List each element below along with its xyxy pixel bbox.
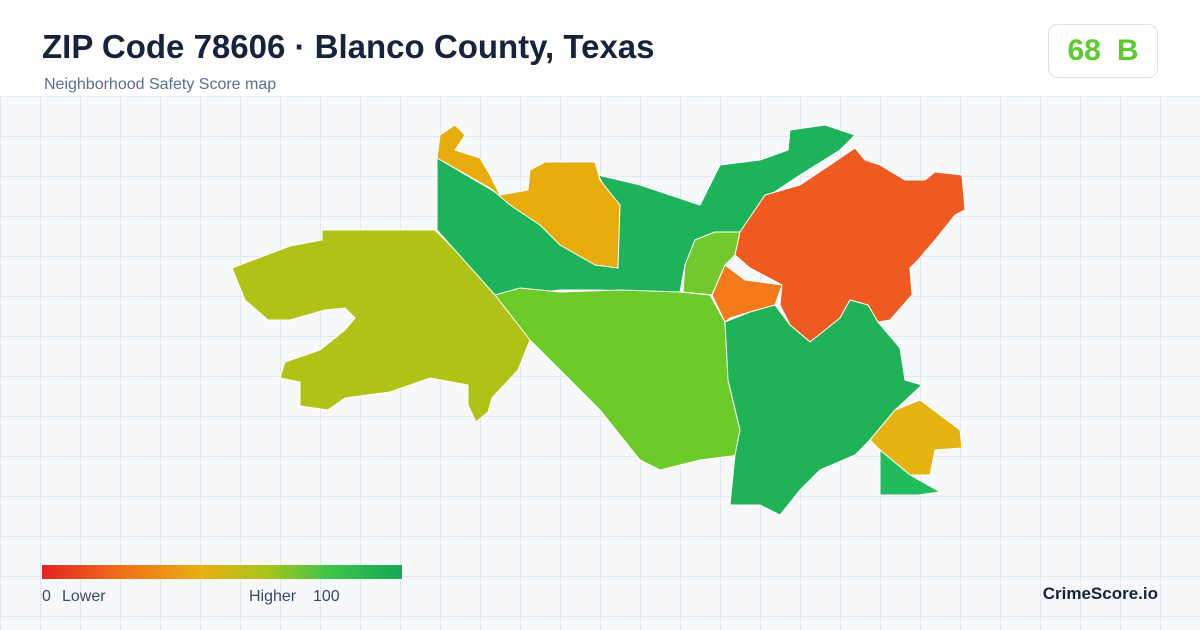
zip-region bbox=[724, 299, 923, 516]
score-value: 68 bbox=[1067, 34, 1101, 67]
title: ZIP Code 78606 · Blanco County, Texas bbox=[42, 28, 655, 65]
legend-max: 100 bbox=[313, 588, 340, 605]
legend-high-label: Higher bbox=[249, 588, 297, 605]
zip-region bbox=[494, 287, 741, 471]
brand: CrimeScore.io bbox=[1042, 584, 1158, 603]
legend-low-label: Lower bbox=[62, 588, 106, 605]
legend-min: 0 bbox=[42, 588, 51, 605]
score-badge: 68 B bbox=[1048, 24, 1158, 78]
subtitle: Neighborhood Safety Score map bbox=[44, 76, 277, 93]
score-grade: B bbox=[1116, 34, 1139, 67]
zip-region bbox=[436, 124, 621, 269]
zip-region bbox=[879, 449, 941, 496]
header: ZIP Code 78606 · Blanco County, Texas Ne… bbox=[0, 0, 1200, 97]
zip-region bbox=[734, 147, 966, 343]
legend-gradient bbox=[42, 565, 402, 579]
